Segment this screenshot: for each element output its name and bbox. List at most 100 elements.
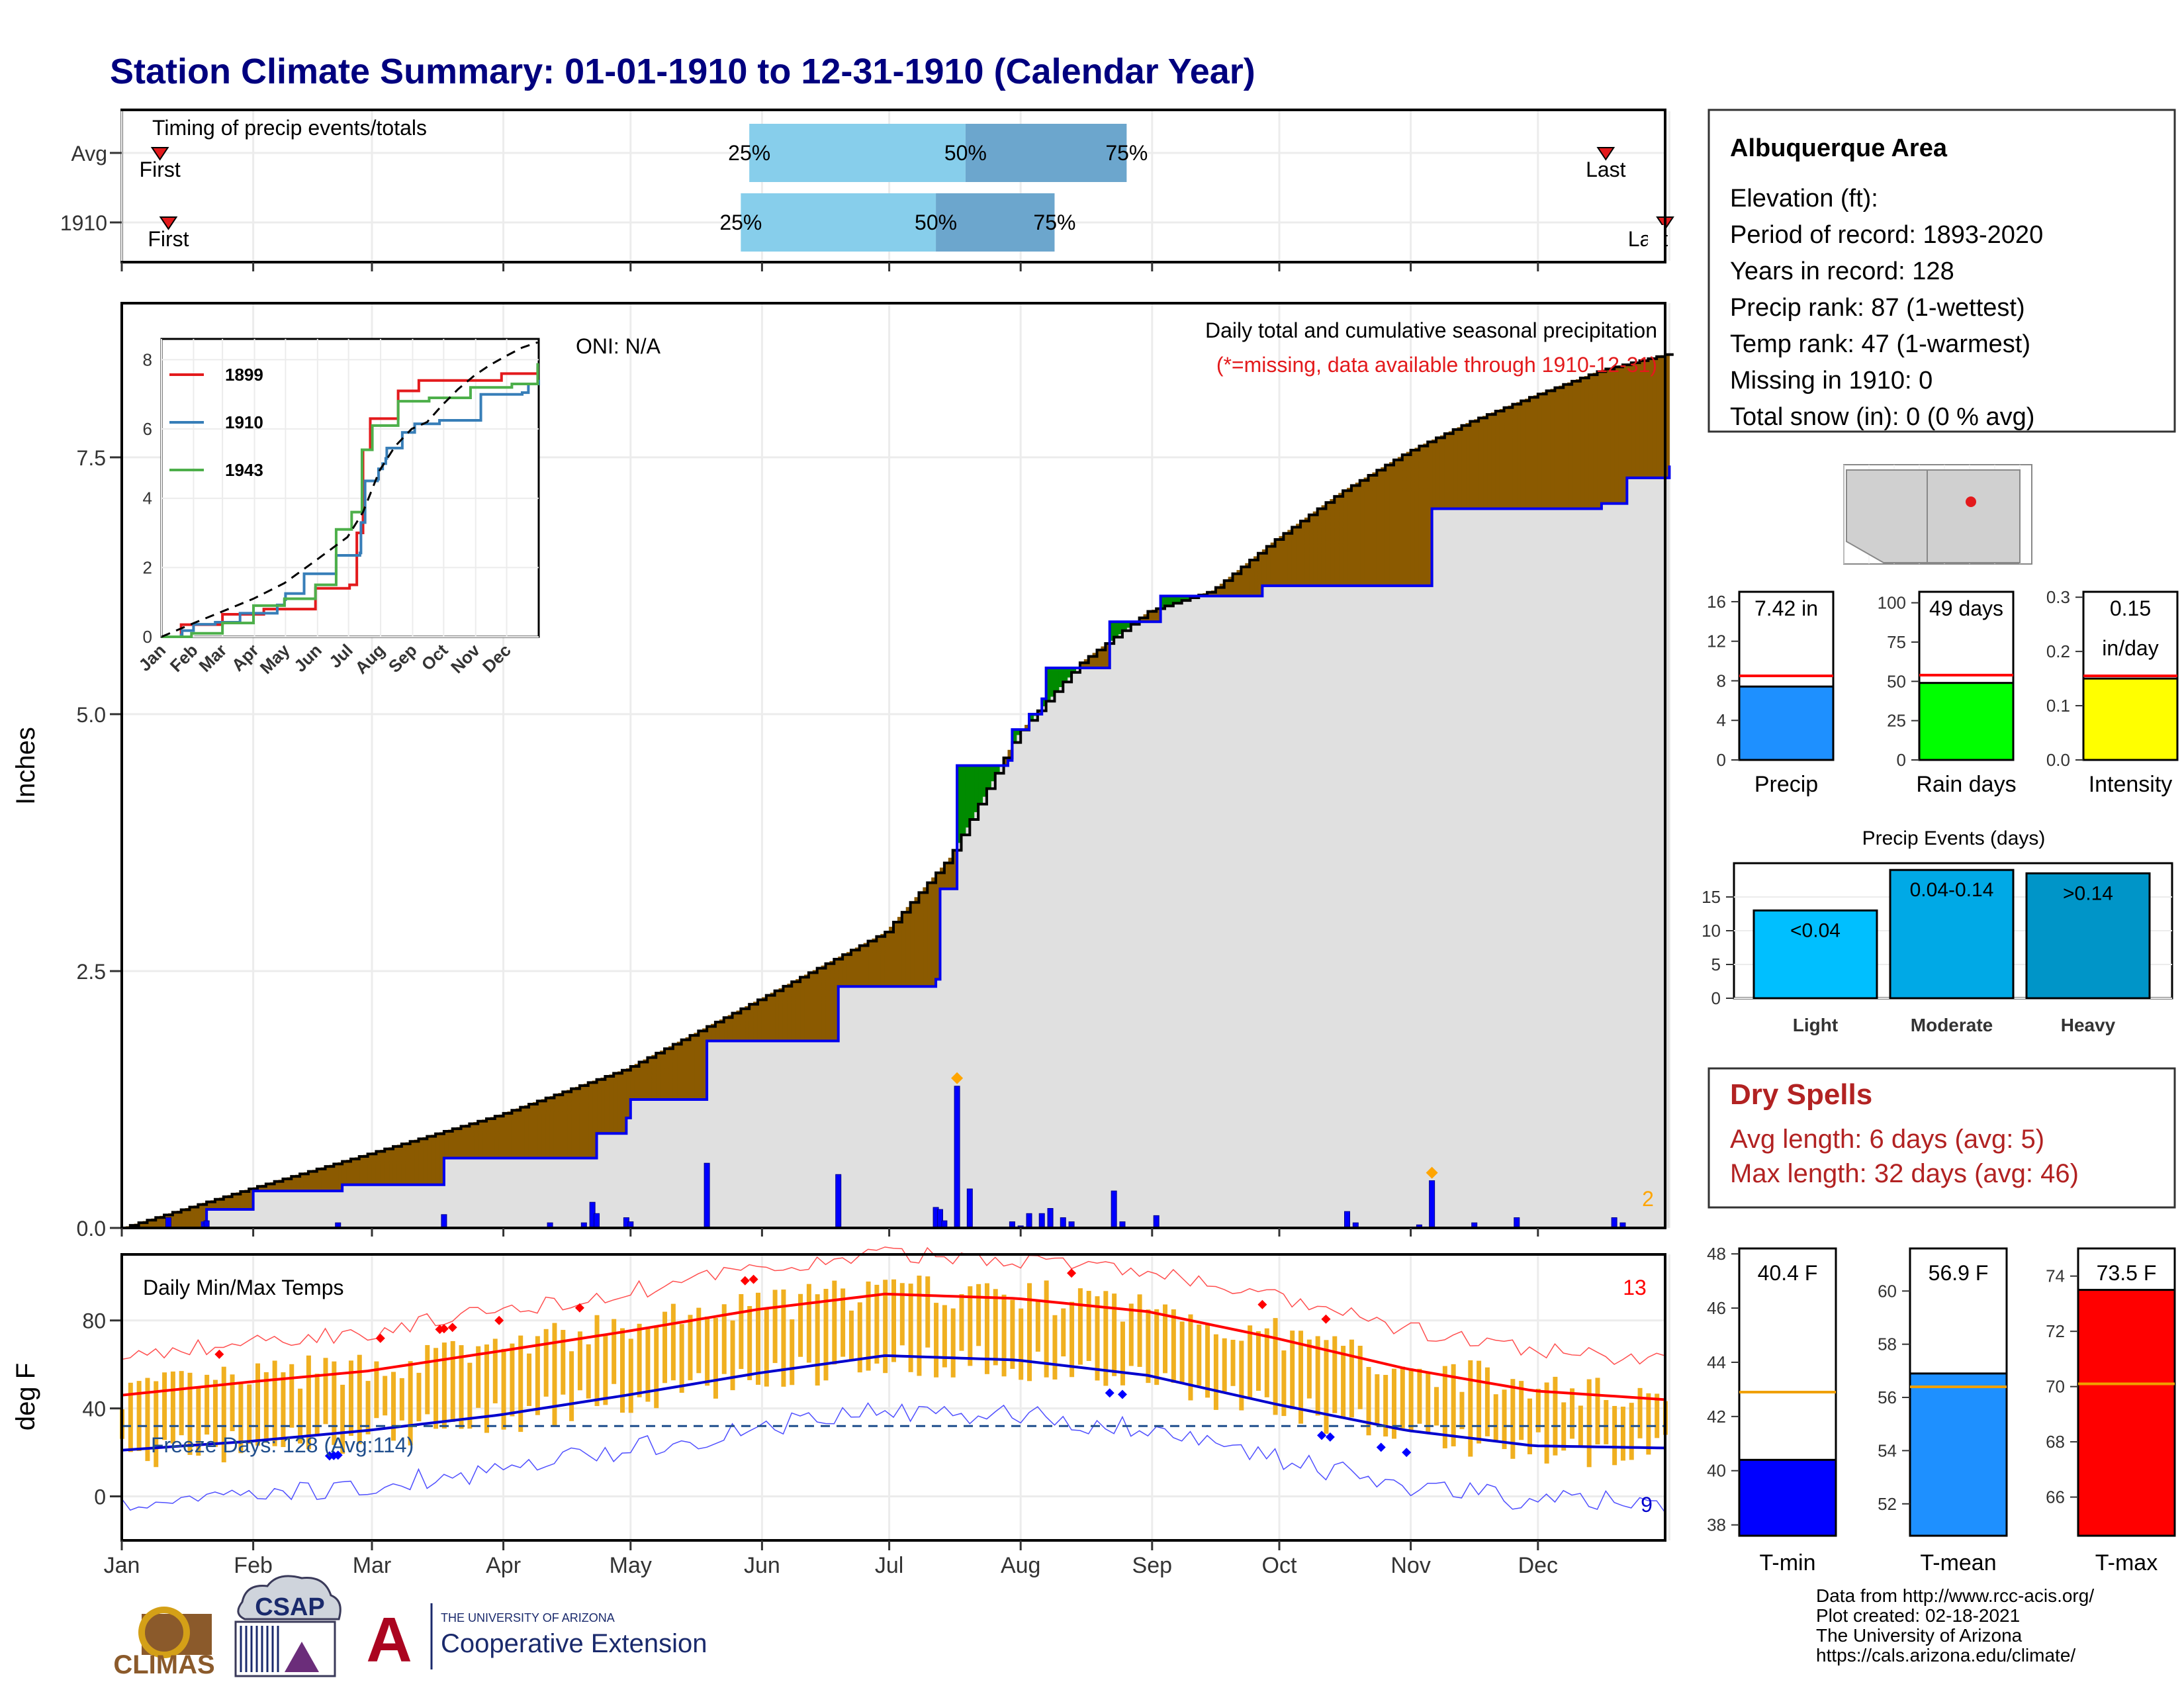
daily-temp-bar bbox=[815, 1294, 820, 1386]
daily-precip-bar bbox=[835, 1174, 842, 1229]
timing-row-label: 1910 bbox=[60, 211, 107, 235]
temp-bar-y-tick: 38 bbox=[1707, 1515, 1726, 1535]
temp-bar-y-tick: 70 bbox=[2046, 1377, 2065, 1397]
daily-temp-bar bbox=[1595, 1378, 1600, 1445]
temp-bar-value: 40.4 F bbox=[1758, 1261, 1818, 1285]
daily-temp-bar bbox=[527, 1353, 532, 1407]
daily-temp-bar bbox=[688, 1315, 693, 1381]
oni-label: ONI: N/A bbox=[576, 334, 661, 358]
temp-bar-value: 73.5 F bbox=[2097, 1261, 2157, 1285]
mini-bar-y-tick: 0 bbox=[1717, 750, 1726, 770]
daily-precip-bar bbox=[1344, 1211, 1351, 1229]
mini-bar-value: 0.15 bbox=[2110, 596, 2151, 620]
month-label: Dec bbox=[1518, 1553, 1558, 1578]
daily-temp-bar bbox=[1239, 1340, 1244, 1411]
temp-bar-y-tick: 60 bbox=[1878, 1281, 1897, 1301]
ua-logo-small-text: THE UNIVERSITY OF ARIZONA bbox=[441, 1611, 615, 1624]
daily-temp-bar bbox=[1502, 1389, 1507, 1450]
daily-temp-bar bbox=[1222, 1338, 1227, 1391]
month-label: Jul bbox=[875, 1553, 903, 1578]
event-bar-label: Moderate bbox=[1911, 1015, 1993, 1035]
freeze-days-label: Freeze Days: 128 (Avg:114) bbox=[151, 1433, 414, 1457]
mini-bar-y-tick: 0.3 bbox=[2046, 587, 2070, 607]
daily-temp-bar bbox=[1341, 1346, 1346, 1419]
daily-temp-bar bbox=[1035, 1300, 1040, 1352]
daily-temp-bar bbox=[696, 1307, 702, 1374]
mini-bar-y-tick: 4 bbox=[1717, 710, 1726, 730]
temp-bar-label: T-min bbox=[1760, 1550, 1816, 1575]
mini-bar-value: 7.42 in bbox=[1754, 596, 1818, 620]
first-marker bbox=[159, 216, 178, 230]
daily-temp-bar bbox=[1426, 1372, 1431, 1432]
daily-temp-bar bbox=[874, 1284, 880, 1364]
record-high-marker bbox=[574, 1303, 584, 1313]
daily-temp-bar bbox=[399, 1378, 404, 1421]
timing-bar-late bbox=[936, 193, 1055, 252]
dry-spell-avg: Avg length: 6 days (avg: 5) bbox=[1730, 1125, 2044, 1154]
daily-temp-bar bbox=[1519, 1381, 1524, 1440]
cold-count: 9 bbox=[1641, 1493, 1653, 1517]
daily-temp-bar bbox=[459, 1345, 464, 1429]
clip bbox=[1648, 225, 1665, 258]
daily-temp-bar bbox=[1527, 1398, 1532, 1454]
daily-temp-bar bbox=[255, 1363, 261, 1446]
daily-temp-bar bbox=[976, 1284, 981, 1346]
daily-temp-bar bbox=[764, 1308, 769, 1387]
temp-bar bbox=[1738, 1458, 1837, 1537]
daily-temp-bar bbox=[1578, 1405, 1583, 1446]
daily-temp-bar bbox=[441, 1342, 447, 1429]
pct-label: 50% bbox=[915, 211, 957, 234]
record-low-marker bbox=[1317, 1430, 1327, 1440]
daily-temp-bar bbox=[543, 1329, 549, 1397]
daily-temp-bar bbox=[1366, 1367, 1371, 1436]
dry-spells-box bbox=[1707, 1067, 2176, 1209]
event-bar-value: 0.04-0.14 bbox=[1910, 879, 1994, 901]
mini-bar-value: 49 days bbox=[1929, 596, 2003, 620]
dry-spell-max: Max length: 32 days (avg: 46) bbox=[1730, 1159, 2079, 1188]
daily-temp-bar bbox=[594, 1315, 600, 1407]
month-label: May bbox=[610, 1553, 652, 1578]
temp-y-tick: 80 bbox=[82, 1309, 106, 1333]
daily-temp-bar bbox=[1417, 1368, 1422, 1424]
month-label: Feb bbox=[234, 1553, 273, 1578]
daily-temp-bar bbox=[1451, 1364, 1456, 1446]
daily-temp-bar bbox=[238, 1382, 244, 1454]
daily-temp-bar bbox=[645, 1327, 651, 1402]
normal-min-line bbox=[121, 1354, 1666, 1452]
station-info-line: Period of record: 1893-2020 bbox=[1730, 221, 2043, 249]
daily-temp-bar bbox=[1484, 1367, 1490, 1436]
daily-temp-bar bbox=[1052, 1315, 1058, 1380]
station-info-line: Missing in 1910: 0 bbox=[1730, 367, 1933, 395]
daily-precip-bar bbox=[1429, 1180, 1435, 1229]
events-y-tick: 0 bbox=[1711, 988, 1721, 1008]
daily-temp-bar bbox=[1324, 1340, 1329, 1434]
daily-temp-bar bbox=[1273, 1318, 1278, 1415]
temp-bar-y-tick: 44 bbox=[1707, 1352, 1726, 1372]
daily-temp-bar bbox=[348, 1360, 353, 1436]
station-info-line: Years in record: 128 bbox=[1730, 258, 1954, 285]
daily-temp-bar bbox=[1553, 1376, 1558, 1456]
record-low-marker bbox=[1376, 1442, 1386, 1452]
daily-temp-bar bbox=[612, 1319, 617, 1384]
first-label: First bbox=[148, 227, 189, 251]
station-name: Albuquerque Area bbox=[1730, 134, 1948, 162]
station-info-line: Total snow (in): 0 (0 % avg) bbox=[1730, 403, 2034, 431]
daily-temp-bar bbox=[187, 1372, 193, 1455]
daily-temp-bar bbox=[917, 1276, 922, 1376]
daily-temp-bar bbox=[577, 1331, 582, 1391]
daily-temp-bar bbox=[1459, 1391, 1465, 1429]
daily-temp-bar bbox=[247, 1384, 252, 1444]
precip-y-tick: 7.5 bbox=[77, 446, 106, 470]
daily-temp-bar bbox=[162, 1372, 167, 1440]
record-low-marker bbox=[1105, 1388, 1115, 1398]
daily-temp-bar bbox=[476, 1346, 481, 1408]
daily-temp-bar bbox=[841, 1288, 846, 1357]
daily-temp-bar bbox=[586, 1344, 591, 1399]
daily-temp-bar bbox=[1357, 1345, 1363, 1409]
daily-temp-bar bbox=[484, 1344, 489, 1433]
daily-temp-bar bbox=[848, 1310, 854, 1360]
daily-temp-bar bbox=[450, 1340, 455, 1423]
mini-bar-y-tick: 12 bbox=[1707, 632, 1726, 651]
mini-bar-y-tick: 100 bbox=[1878, 593, 1906, 613]
